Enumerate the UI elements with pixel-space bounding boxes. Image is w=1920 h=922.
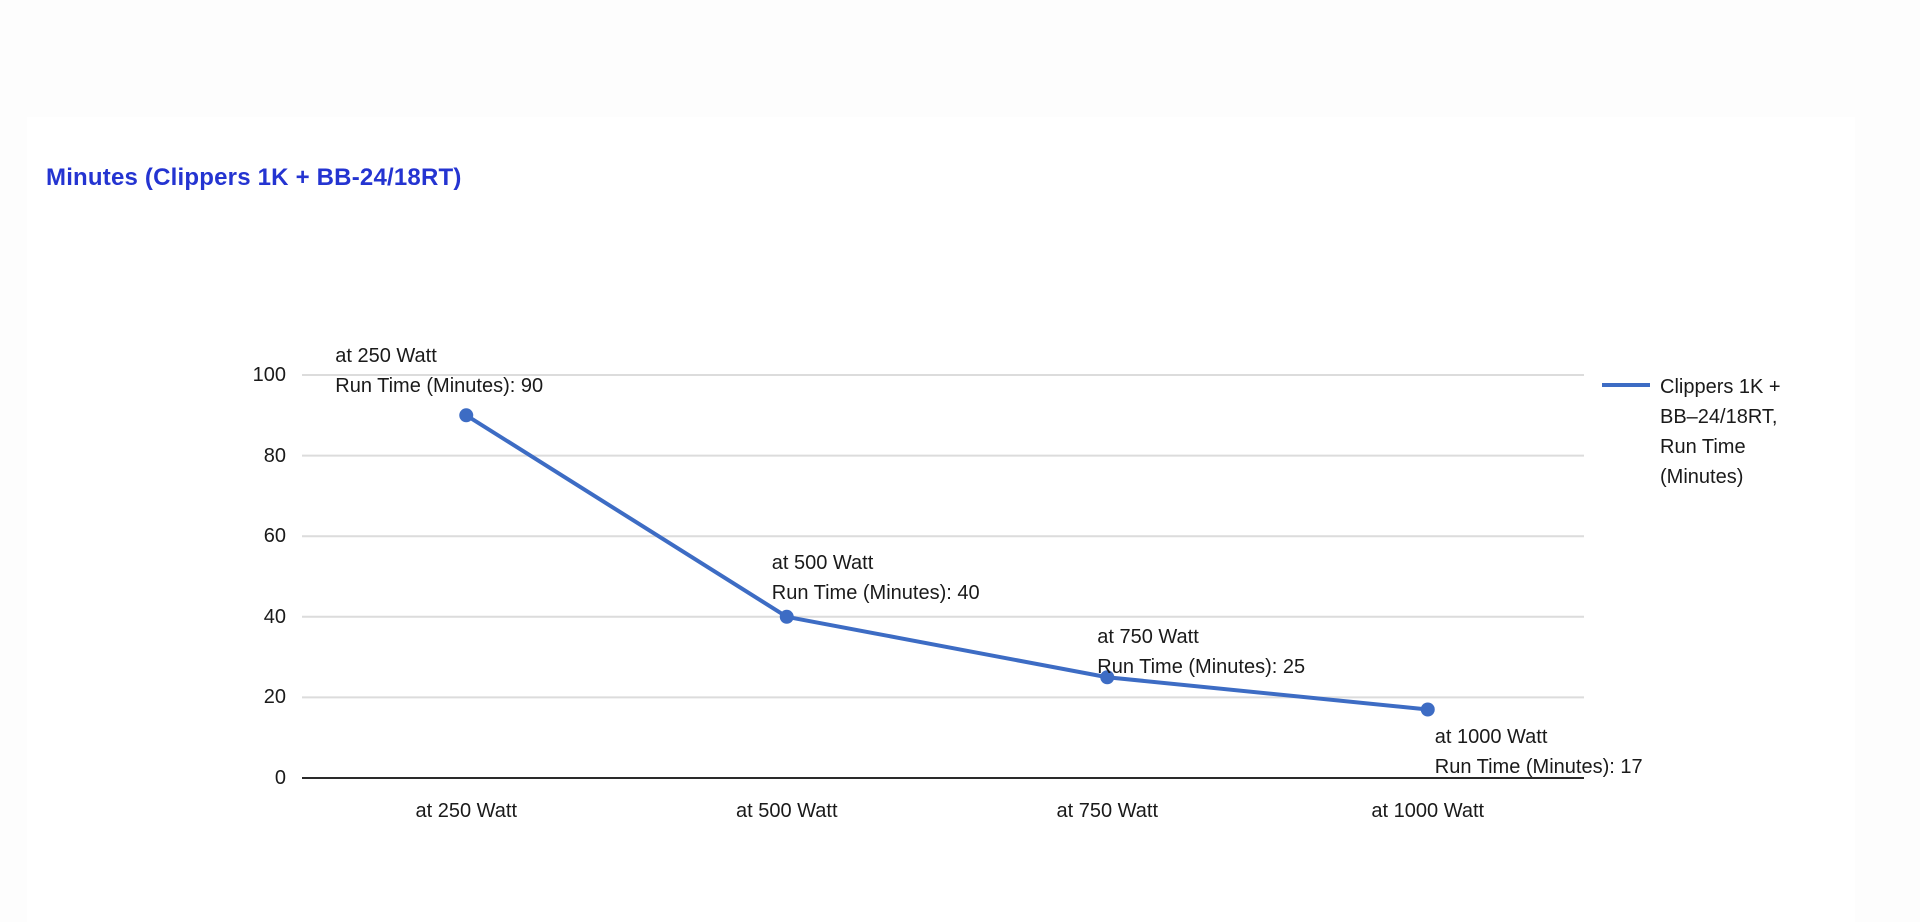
data-label: at 500 Watt Run Time (Minutes): 40 xyxy=(772,548,980,608)
data-label-line: Run Time (Minutes): 25 xyxy=(1097,656,1306,679)
data-label-line: at 250 Watt xyxy=(335,345,437,368)
data-label: at 750 Watt Run Time (Minutes): 25 xyxy=(1097,622,1305,682)
gridlines xyxy=(302,374,1584,699)
data-label-line: Run Time (Minutes): 90 xyxy=(335,375,544,398)
x-axis-label: at 500 Watt xyxy=(735,800,838,822)
data-label: at 1000 Watt Run Time (Minutes): 17 xyxy=(1435,722,1643,782)
y-tick-label: 20 xyxy=(263,686,286,709)
y-tick-label: 0 xyxy=(274,767,286,789)
legend-label-line: Clippers 1K + xyxy=(1660,376,1781,398)
data-label-line: at 750 Watt xyxy=(1097,626,1199,649)
y-tick-label: 100 xyxy=(252,364,286,386)
y-tick-label: 40 xyxy=(263,605,286,628)
series-points xyxy=(459,408,1435,717)
series-line xyxy=(464,413,1430,712)
data-point[interactable] xyxy=(779,609,794,624)
legend-label-line: BB–24/18RT, xyxy=(1660,406,1778,428)
legend-label-line: Run Time xyxy=(1660,436,1746,458)
legend-label: Clippers 1K + BB–24/18RT, Run Time (Minutes… xyxy=(1660,372,1781,492)
data-label-line: Run Time (Minutes): 40 xyxy=(771,581,980,604)
data-label-line: at 1000 Watt xyxy=(1434,726,1548,749)
data-point[interactable] xyxy=(1100,670,1115,685)
chart-card xyxy=(27,117,1855,922)
data-point[interactable] xyxy=(459,408,474,423)
chart-title: Minutes (Clippers 1K + BB-24/18RT) xyxy=(46,164,462,191)
x-axis-label: at 250 Watt xyxy=(415,800,518,822)
y-tick-label: 80 xyxy=(263,444,286,467)
x-axis-label: at 1000 Watt xyxy=(1371,800,1485,822)
legend-label-line: (Minutes) xyxy=(1660,466,1744,488)
data-label: at 250 Watt Run Time (Minutes): 90 xyxy=(335,341,543,401)
x-axis-label: at 750 Watt xyxy=(1056,800,1159,822)
data-point[interactable] xyxy=(1420,702,1435,717)
y-tick-label: 60 xyxy=(263,525,286,548)
data-label-line: at 500 Watt xyxy=(771,551,874,574)
data-label-line: Run Time (Minutes): 17 xyxy=(1434,756,1643,779)
